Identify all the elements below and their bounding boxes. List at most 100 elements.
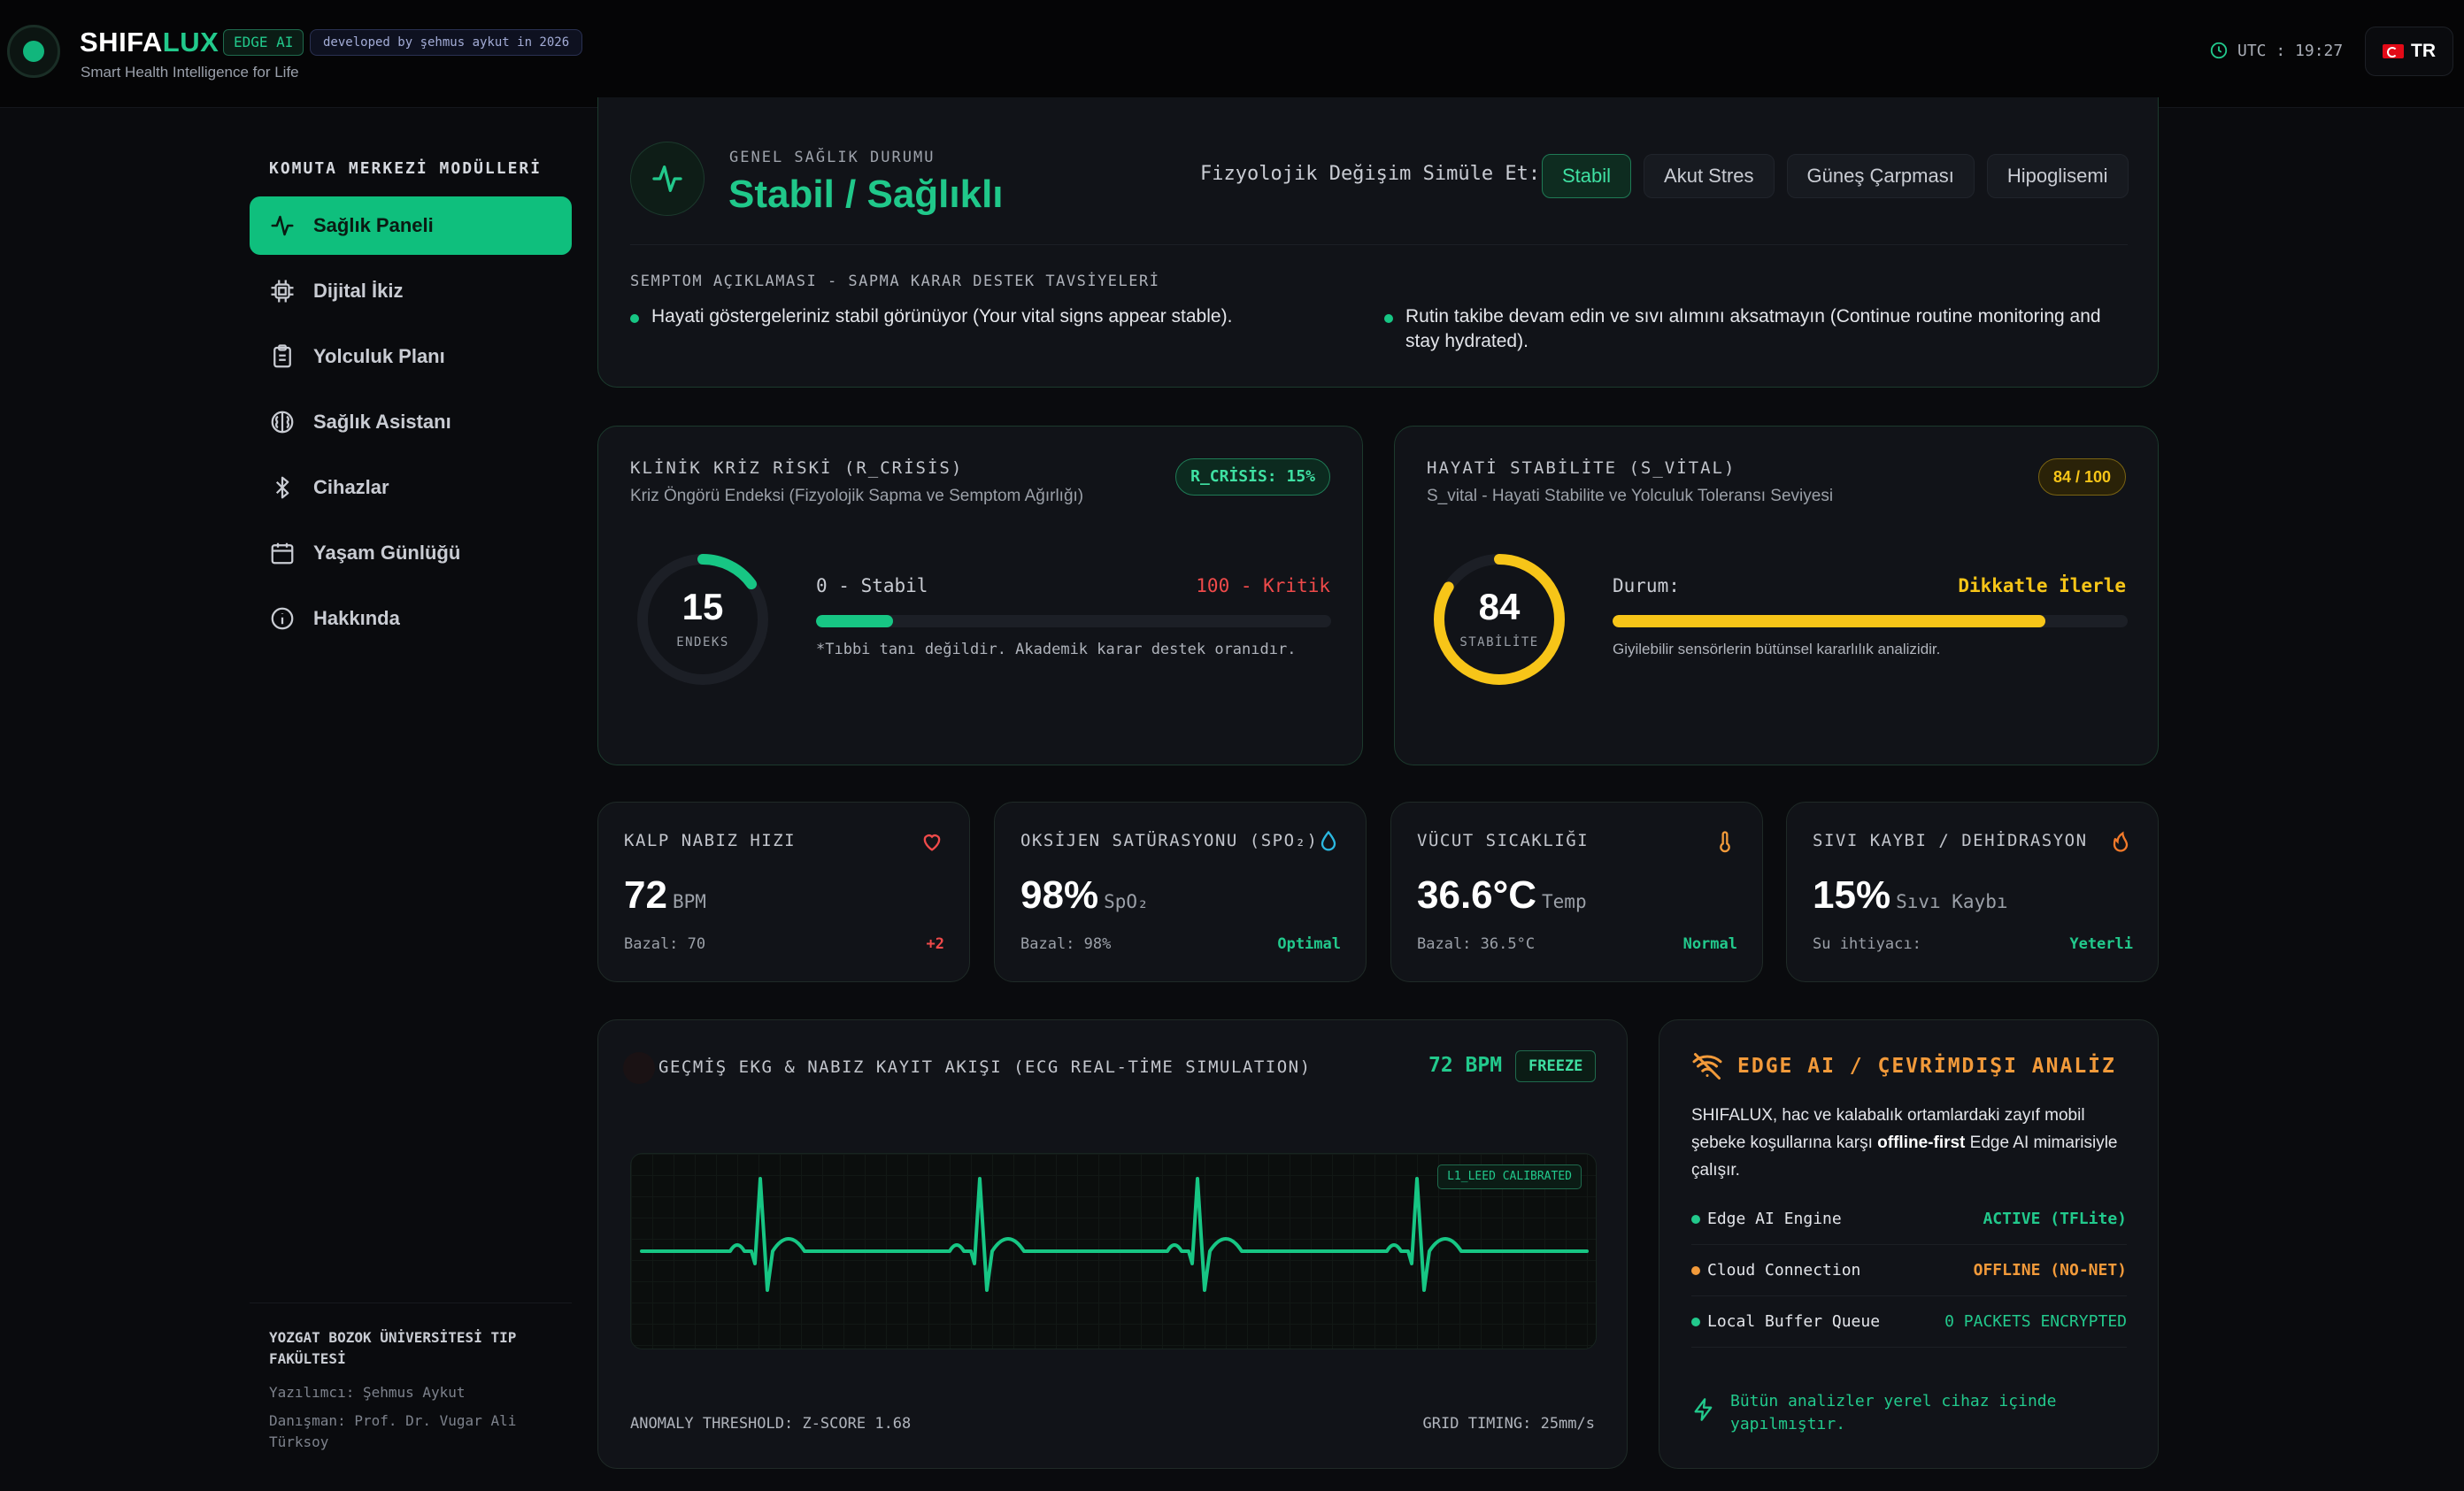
thermometer-icon [1720,831,1730,853]
simulate-label: Fizyolojik Değişim Simüle Et: [1200,163,1541,185]
sidebar-item-label: Yolculuk Planı [313,345,445,367]
status-divider [630,244,2128,245]
crisis-value-label: ENDEKS [676,635,729,649]
language-button[interactable]: TR [2365,27,2453,76]
stability-badge: 84 / 100 [2037,458,2126,496]
sidebar-item-cihazlar[interactable]: Cihazlar [250,458,572,517]
sim-button-akut-stres[interactable]: Akut Stres [1644,154,1775,198]
sim-button-gunes-carpmasi[interactable]: Güneş Çarpması [1786,154,1975,198]
ecg-record-indicator [623,1052,655,1084]
status-dot [1691,1265,1700,1275]
ecg-bpm: 72 BPM [1428,1054,1503,1077]
wifi-off-icon [1692,1053,1722,1080]
bluetooth-icon [275,476,289,499]
vital-value: 36.6°C Temp [1417,873,1587,917]
symptom-title: SEMPTOM AÇIKLAMASI - SAPMA KARAR DESTEK … [630,273,1160,290]
stability-subtitle: S_vital - Hayati Stabilite ve Yolculuk T… [1427,487,1834,505]
top-header: SHIFALUX EDGE AI developed by şehmus ayk… [0,0,2464,108]
pulse-icon [271,215,294,236]
crisis-gauge [637,554,768,685]
vital-baseline: Su ihtiyacı: [1813,935,1921,953]
status-row-buffer: Local Buffer Queue 0 PACKETS ENCRYPTED [1691,1296,2127,1348]
sidebar-item-yasam-gunlugu[interactable]: Yaşam Günlüğü [250,524,572,582]
health-status-card: GENEL SAĞLIK DURUMU Stabil / Sağlıklı Fi… [597,97,2159,388]
sidebar-item-label: Yaşam Günlüğü [313,542,461,564]
calendar-icon [271,542,294,565]
vital-title: KALP NABIZ HIZI [624,831,797,850]
lightning-icon [1694,1398,1713,1421]
crisis-risk-card: KLİNİK KRİZ RİSKİ (R_CRİSİS) Kriz Öngörü… [597,426,1363,765]
sim-button-stabil[interactable]: Stabil [1542,154,1632,198]
sidebar-nav: Sağlık Paneli Dijital İkiz Yolculuk Plan… [250,196,572,655]
edge-ai-card: EDGE AI / ÇEVRİMDIŞI ANALİZ SHIFALUX, ha… [1659,1019,2159,1469]
sidebar-item-saglik-asistani[interactable]: Sağlık Asistanı [250,393,572,451]
status-label: GENEL SAĞLIK DURUMU [729,149,936,166]
vital-status: Yeterli [2069,935,2133,953]
crisis-progress-fill [816,615,894,627]
bullet-dot [1384,314,1393,323]
vital-card-spo2: OKSİJEN SATÜRASYONU (SPO₂) 98% SpO₂ Bazal… [994,802,1367,982]
language-label: TR [2411,41,2436,61]
vital-title: SIVI KAYBI / DEHİDRASYON [1813,831,2088,850]
grid-timing: GRID TIMING: 25mm/s [1422,1415,1595,1433]
institution-name: YOZGAT BOZOK ÜNİVERSİTESİ TIP FAKÜLTESİ [269,1329,517,1367]
sidebar-footer: YOZGAT BOZOK ÜNİVERSİTESİ TIP FAKÜLTESİ … [269,1327,552,1453]
sidebar-item-dijital-ikiz[interactable]: Dijital İkiz [250,262,572,320]
anomaly-threshold: ANOMALY THRESHOLD: Z-SCORE 1.68 [630,1415,912,1433]
heart-icon [923,834,941,851]
edge-ai-description: SHIFALUX, hac ve kalabalık ortamlardaki … [1691,1106,2118,1180]
status-row-cloud: Cloud Connection OFFLINE (NO-NET) [1691,1245,2127,1296]
crisis-value: 15 [681,586,724,627]
vital-card-heart-rate: KALP NABIZ HIZI 72 BPM Bazal: 70 +2 [597,802,970,982]
droplet-icon [1321,830,1336,851]
vital-status: +2 [926,935,944,953]
status-pulse-icon [630,142,705,216]
developer-credit: Yazılımcı: Şehmus Aykut [269,1384,466,1401]
vital-card-dehydration: SIVI KAYBI / DEHİDRASYON 15% Sıvı Kaybı S… [1786,802,2159,982]
cpu-icon [271,280,294,303]
status-value: Stabil / Sağlıklı [728,173,1004,216]
developer-badge: developed by şehmus aykut in 2026 [310,29,583,56]
edge-ai-header: EDGE AI / ÇEVRİMDIŞI ANALİZ [1691,1050,2116,1082]
stability-gauge [1434,554,1565,685]
advisor-credit: Danışman: Prof. Dr. Vugar Ali Türksoy [269,1412,517,1450]
sidebar-item-label: Cihazlar [313,476,389,498]
sidebar-item-hakkinda[interactable]: Hakkında [250,589,572,648]
sidebar-item-label: Sağlık Asistanı [313,411,451,433]
crisis-badge: R_CRİSİS: 15% [1175,458,1330,496]
calibration-badge: L1_LEED CALIBRATED [1437,1164,1582,1189]
turkey-flag-icon [2383,44,2404,58]
status-dot [1691,1317,1700,1326]
ecg-waveform [640,1177,1589,1292]
vital-baseline: Bazal: 36.5°C [1417,935,1536,953]
vital-card-temperature: VÜCUT SICAKLIĞI 36.6°C Temp Bazal: 36.5°C… [1390,802,1763,982]
vital-status: Optimal [1277,935,1341,953]
brain-icon [271,411,294,434]
sidebar-title: KOMUTA MERKEZİ MODÜLLERİ [269,159,543,178]
edge-ai-badge: EDGE AI [223,29,304,56]
crisis-scale-min: 0 - Stabil [816,575,928,596]
bullet-dot [630,314,639,323]
stability-progress-fill [1613,615,2045,627]
crisis-subtitle: Kriz Öngörü Endeksi (Fizyolojik Sapma ve… [630,487,1084,505]
vital-value: 72 BPM [624,873,706,917]
status-row-edge-engine: Edge AI Engine ACTIVE (TFLite) [1691,1194,2127,1245]
sidebar-item-yolculuk-plani[interactable]: Yolculuk Planı [250,327,572,386]
vital-title: VÜCUT SICAKLIĞI [1417,831,1590,850]
sidebar-item-label: Dijital İkiz [313,280,404,302]
crisis-note: *Tıbbi tanı değildir. Akademik karar des… [816,641,1297,658]
vital-title: OKSİJEN SATÜRASYONU (SPO₂) [1020,831,1319,850]
vital-baseline: Bazal: 70 [624,935,706,953]
vital-value: 98% SpO₂ [1020,873,1149,917]
stability-status-label: Durum: [1613,575,1680,596]
brand-name: SHIFALUX [80,27,219,58]
status-dot [1691,1214,1700,1224]
utc-text: UTC : 19:27 [2237,41,2344,60]
freeze-button[interactable]: FREEZE [1515,1050,1597,1082]
logo-icon [7,25,60,78]
ecg-card: GEÇMİŞ EKG & NABIZ KAYIT AKIŞI (ECG REAL… [597,1019,1628,1469]
stability-note: Giyilebilir sensörlerin bütünsel kararlı… [1613,641,1941,657]
ecg-monitor: L1_LEED CALIBRATED [630,1153,1597,1349]
sim-button-hipoglisemi[interactable]: Hipoglisemi [1986,154,2129,198]
sidebar-item-saglik-paneli[interactable]: Sağlık Paneli [250,196,572,255]
